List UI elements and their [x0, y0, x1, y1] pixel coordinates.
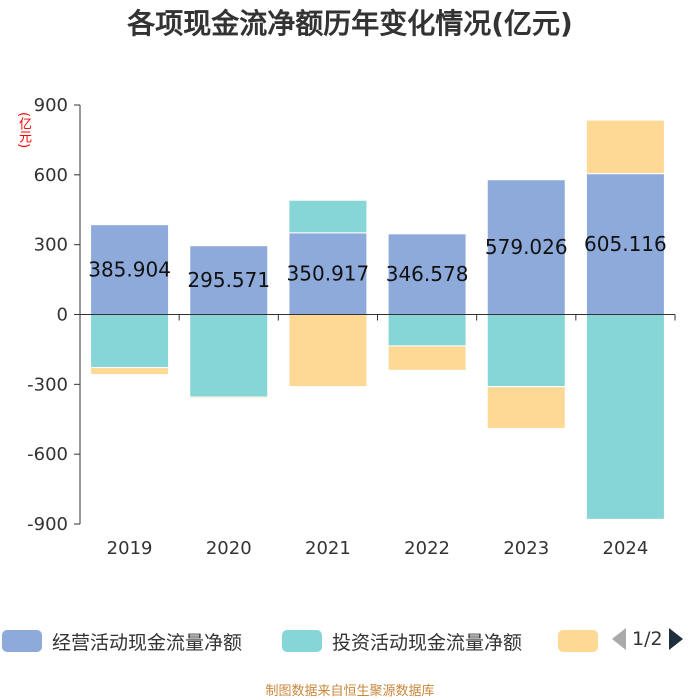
legend-item-financing[interactable]: [558, 626, 608, 656]
legend-label-investing: 投资活动现金流量净额: [332, 631, 523, 654]
y-axis-unit: (亿元): [16, 112, 31, 149]
legend-item-investing[interactable]: 投资活动现金流量净额: [282, 626, 522, 656]
bar-2023-series-2: [486, 386, 566, 430]
legend-swatch-financing: [558, 630, 598, 652]
x-tick-label-2022: 2022: [404, 538, 450, 559]
y-tick-label-300: 300: [34, 235, 68, 256]
legend: 经营活动现金流量净额 投资活动现金流量净额: [0, 626, 700, 656]
data-label-2020: 295.571: [187, 268, 270, 292]
legend-label-operating: 经营活动现金流量净额: [52, 631, 243, 654]
bar-2022-series-1: [387, 314, 467, 347]
bar-2024-series-2: [585, 119, 665, 175]
x-tick-label-2020: 2020: [206, 538, 252, 559]
legend-prev-icon[interactable]: [612, 628, 626, 650]
y-tick-label--900: -900: [27, 514, 68, 535]
y-tick-label-900: 900: [34, 95, 68, 116]
data-label-2022: 346.578: [386, 262, 469, 286]
bar-2019-series-0: [90, 224, 170, 315]
bar-2021-series-2: [288, 314, 368, 388]
y-tick-label-0: 0: [57, 305, 68, 326]
legend-swatch-operating: [2, 630, 42, 652]
bar-2020-series-1: [189, 314, 269, 398]
data-label-2019: 385.904: [88, 258, 171, 282]
legend-page-indicator: 1/2: [632, 628, 663, 650]
bar-2020-series-0: [189, 245, 269, 315]
y-tick-label--600: -600: [27, 444, 68, 465]
x-tick-label-2023: 2023: [503, 538, 549, 559]
x-tick-label-2024: 2024: [603, 538, 649, 559]
bar-2022-series-2: [387, 345, 467, 371]
legend-item-operating[interactable]: 经营活动现金流量净额: [2, 626, 242, 656]
y-tick-label-600: 600: [34, 165, 68, 186]
bar-2020-series-2: [189, 396, 269, 400]
bar-2021-series-1: [288, 199, 368, 234]
bar-2019-series-2: [90, 367, 170, 376]
legend-swatch-investing: [282, 630, 322, 652]
legend-next-icon[interactable]: [668, 628, 683, 650]
data-label-2021: 350.917: [287, 262, 370, 286]
bar-2019-series-1: [90, 314, 170, 369]
x-tick-label-2019: 2019: [107, 538, 153, 559]
bar-2024-series-1: [585, 314, 665, 520]
x-tick-label-2021: 2021: [305, 538, 351, 559]
source-note: 制图数据来自恒生聚源数据库: [265, 684, 435, 699]
bar-2023-series-1: [486, 314, 566, 388]
y-tick-label--300: -300: [27, 374, 68, 395]
data-label-2024: 605.116: [584, 232, 667, 256]
data-label-2023: 579.026: [485, 235, 568, 259]
chart-title: 各项现金流净额历年变化情况(亿元): [127, 7, 573, 40]
legend-pager: 1/2: [612, 628, 683, 650]
